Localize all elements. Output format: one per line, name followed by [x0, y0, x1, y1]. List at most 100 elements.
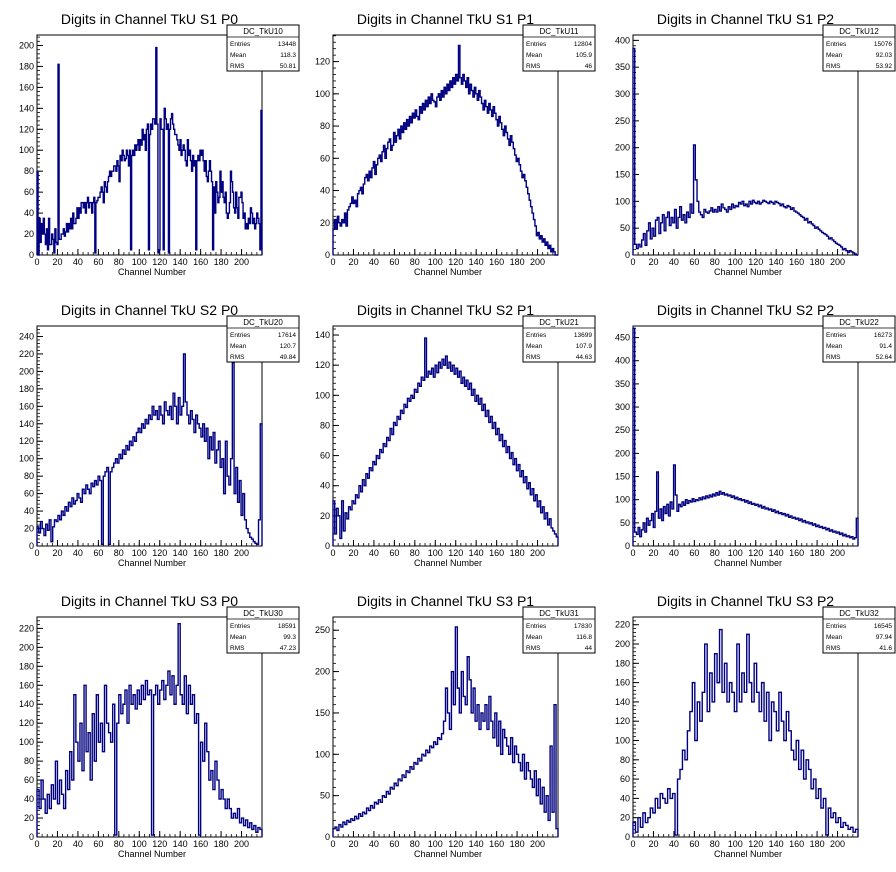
x-axis-label: Channel Number — [714, 849, 782, 859]
y-tick-label: 40 — [24, 794, 34, 804]
x-tick-label: 100 — [132, 839, 147, 849]
histogram-series — [332, 44, 558, 256]
x-axis-label: Channel Number — [414, 558, 482, 568]
x-tick-label: 160 — [789, 839, 804, 849]
y-tick-label: 0 — [625, 541, 630, 551]
y-tick-label: 0 — [325, 250, 330, 260]
x-tick-label: 120 — [152, 257, 167, 267]
y-tick-label: 140 — [615, 697, 630, 707]
y-tick-label: 250 — [315, 625, 330, 635]
histogram-series — [36, 353, 263, 546]
y-tick-label: 100 — [19, 737, 34, 747]
x-tick-label: 60 — [389, 839, 399, 849]
y-tick-label: 50 — [620, 518, 630, 528]
x-tick-label: 200 — [830, 548, 845, 558]
x-tick-label: 100 — [428, 548, 443, 558]
x-tick-label: 100 — [132, 548, 147, 558]
x-tick-label: 180 — [810, 839, 825, 849]
stats-name: DC_TkU11 — [540, 27, 580, 36]
x-tick-label: 160 — [789, 548, 804, 558]
y-tick-label: 100 — [315, 749, 330, 759]
x-tick-label: 40 — [73, 839, 83, 849]
histogram-series — [332, 626, 559, 837]
y-tick-label: 100 — [615, 495, 630, 505]
x-tick-label: 80 — [710, 839, 720, 849]
stats-label: Mean — [826, 343, 843, 350]
stats-value: 17830 — [574, 623, 592, 630]
stats-box — [522, 315, 596, 363]
stats-name: DC_TkU30 — [243, 609, 283, 618]
y-tick-label: 0 — [625, 250, 630, 260]
y-tick-label: 200 — [315, 667, 330, 677]
x-tick-label: 140 — [469, 839, 484, 849]
x-tick-label: 0 — [34, 839, 39, 849]
x-tick-label: 60 — [93, 548, 103, 558]
x-tick-label: 160 — [193, 257, 208, 267]
x-tick-label: 60 — [389, 548, 399, 558]
x-tick-label: 160 — [489, 548, 504, 558]
x-tick-label: 60 — [93, 257, 103, 267]
y-tick-label: 100 — [615, 736, 630, 746]
x-tick-label: 100 — [132, 257, 147, 267]
y-tick-label: 80 — [24, 471, 34, 481]
y-tick-label: 200 — [615, 448, 630, 458]
y-tick-label: 250 — [615, 425, 630, 435]
x-tick-label: 20 — [52, 839, 62, 849]
stats-value: 44.63 — [576, 354, 593, 361]
x-tick-label: 140 — [173, 839, 188, 849]
y-tick-label: 50 — [320, 791, 330, 801]
x-tick-label: 180 — [810, 548, 825, 558]
stats-name: DC_TkU12 — [839, 27, 879, 36]
stats-value: 53.92 — [876, 63, 893, 70]
stats-label: Mean — [230, 634, 247, 641]
y-tick-label: 160 — [615, 678, 630, 688]
stats-box — [522, 24, 596, 72]
stats-value: 18591 — [278, 623, 296, 630]
x-tick-label: 60 — [689, 839, 699, 849]
y-tick-label: 150 — [615, 170, 630, 180]
stats-label: Mean — [526, 343, 543, 350]
y-tick-label: 120 — [19, 124, 34, 134]
stats-label: RMS — [230, 63, 245, 70]
stats-value: 99.3 — [283, 634, 296, 641]
stats-label: RMS — [526, 354, 541, 361]
y-tick-label: 200 — [615, 143, 630, 153]
stats-value: 50.81 — [280, 63, 297, 70]
x-tick-label: 120 — [748, 548, 763, 558]
x-tick-label: 80 — [114, 839, 124, 849]
histogram-panel: Digits in Channel TkU S1 P0 0 20 40 60 80 100 1… — [19, 11, 300, 277]
stats-label: Mean — [526, 634, 543, 641]
stats-value: 105.9 — [576, 52, 593, 59]
stats-value: 44 — [585, 645, 593, 652]
y-tick-label: 80 — [620, 755, 630, 765]
histogram-panel: Digits in Channel TkU S2 P0 0 20 40 60 80 100 1… — [19, 302, 300, 568]
x-tick-label: 140 — [469, 257, 484, 267]
y-tick-label: 180 — [19, 61, 34, 71]
histogram-panel: Digits in Channel TkU S1 P1 0 20 40 60 80 100 1… — [315, 11, 596, 277]
y-tick-label: 250 — [615, 116, 630, 126]
y-tick-label: 240 — [19, 331, 34, 341]
y-tick-label: 0 — [29, 250, 34, 260]
stats-label: Mean — [826, 634, 843, 641]
x-tick-label: 80 — [710, 548, 720, 558]
x-tick-label: 160 — [193, 548, 208, 558]
stats-name: DC_TkU10 — [243, 27, 283, 36]
x-tick-label: 60 — [93, 839, 103, 849]
x-tick-label: 80 — [710, 257, 720, 267]
histogram-series — [36, 622, 263, 837]
histogram-panel: Digits in Channel TkU S3 P1 0 20 40 60 80 100 1… — [315, 593, 596, 859]
y-tick-label: 20 — [320, 218, 330, 228]
y-tick-label: 350 — [615, 379, 630, 389]
x-tick-label: 80 — [410, 548, 420, 558]
y-tick-label: 180 — [19, 661, 34, 671]
x-tick-label: 40 — [669, 257, 679, 267]
histogram-panel: Digits in Channel TkU S1 P2 0 20 40 60 80 100 1… — [615, 11, 896, 277]
y-tick-label: 150 — [315, 708, 330, 718]
histogram-series — [36, 46, 263, 256]
y-tick-label: 150 — [615, 472, 630, 482]
x-tick-label: 120 — [448, 548, 463, 558]
y-tick-label: 0 — [325, 832, 330, 842]
y-tick-label: 100 — [615, 196, 630, 206]
x-tick-label: 40 — [73, 257, 83, 267]
y-tick-label: 140 — [19, 699, 34, 709]
